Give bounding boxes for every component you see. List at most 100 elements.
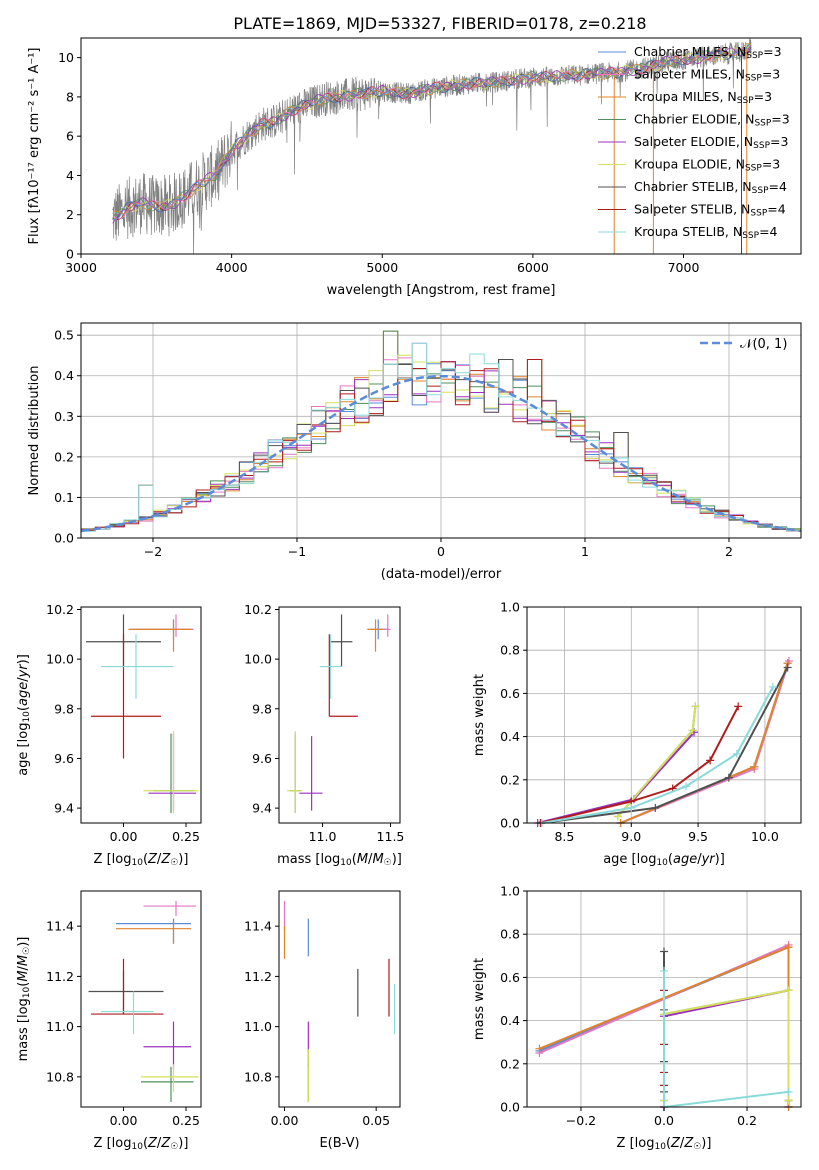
weight-marker: [732, 749, 741, 758]
legend-label: Chabrier MILES, NSSP=3: [634, 44, 782, 61]
y-axis-label: Normed distribution: [27, 366, 42, 496]
x-axis-label: (data-model)/error: [381, 567, 502, 582]
weight-marker: [660, 947, 668, 956]
x-tick-label: 0.00: [110, 829, 138, 844]
y-tick-label: 0.4: [500, 729, 520, 744]
weight-marker: [768, 682, 777, 691]
y-tick-label: 0: [66, 247, 74, 262]
y-tick-label: 10.8: [244, 1069, 272, 1084]
y-tick-label: 11.2: [244, 969, 272, 984]
x-tick-label: 0.0: [654, 1113, 674, 1128]
x-axis-label: Z [log10(Z/Z☉)]: [617, 1136, 712, 1152]
weight-marker: [784, 1087, 793, 1096]
weight-marker: [783, 663, 792, 672]
weight-marker: [724, 773, 733, 782]
y-tick-label: 0.0: [500, 816, 520, 831]
x-tick-label: 3000: [65, 260, 97, 275]
x-axis-label: Z [log10(Z/Z☉)]: [94, 852, 189, 868]
x-tick-label: −2: [144, 544, 162, 559]
weight-marker: [784, 1096, 793, 1105]
figure-title: PLATE=1869, MJD=53327, FIBERID=0178, z=0…: [233, 14, 646, 33]
y-tick-label: 4: [66, 168, 74, 183]
x-tick-label: 9.5: [688, 829, 708, 844]
x-tick-label: 0.25: [172, 1113, 200, 1128]
residuals-panel: −2 −1 0 1 2 0.0 0.1 0.2 0.3 0.4 0.5 (data-model)/er…: [27, 322, 802, 582]
errorbar-plot: [287, 614, 391, 814]
weight-line: [541, 667, 789, 824]
residuals-plot: [81, 330, 801, 533]
legend-label: Kroupa MILES, NSSP=3: [634, 89, 772, 106]
x-tick-label: 7000: [668, 260, 700, 275]
legend-label: 𝒩(0, 1): [740, 337, 787, 352]
y-tick-label: 10.2: [46, 602, 74, 617]
weight-line: [663, 989, 790, 1101]
legend-label: Chabrier ELODIE, NSSP=3: [634, 112, 790, 129]
weight-marker: [706, 756, 715, 765]
residual-histogram: [81, 342, 801, 532]
x-tick-label: 0.00: [271, 1113, 299, 1128]
y-axis-label: Flux [fλ10⁻¹⁷ erg cm⁻² s⁻¹ A⁻¹]: [27, 48, 42, 245]
y-axis-label: age [log10(age/yr)]: [16, 654, 32, 776]
x-tick-label: 10.0: [751, 829, 779, 844]
legend-label: Salpeter MILES, NSSP=3: [634, 67, 780, 84]
y-tick-label: 11.4: [46, 919, 74, 934]
legend-label: Kroupa STELIB, NSSP=4: [634, 224, 778, 241]
mass-vs-Z-panel: 0.00 0.25 10.8 11.0 11.2 11.4 Z [log10(Z/Z☉)] m…: [16, 890, 202, 1152]
x-tick-label: −0.2: [566, 1113, 596, 1128]
errorbar-plot: [88, 901, 199, 1102]
spectrum-model-line: [112, 48, 752, 220]
normal-curve: [81, 374, 801, 533]
weight-plot: [533, 657, 793, 827]
y-tick-label: 6: [66, 129, 74, 144]
weight-plot: [535, 941, 793, 1111]
x-tick-label: −1: [288, 544, 306, 559]
y-tick-label: 0.8: [500, 643, 520, 658]
y-tick-label: 10.2: [244, 602, 272, 617]
spectrum-model-line: [112, 42, 752, 214]
x-tick-label: 4000: [216, 260, 248, 275]
weight-marker: [784, 986, 793, 995]
mass-vs-ebv-panel: 0.00 0.05 10.8 11.0 11.2 11.4 E(B-V): [244, 890, 401, 1151]
age-vs-mass-panel: 11.0 11.5 9.4 9.6 9.8 10.0 10.2 mass [log10(M/M…: [244, 602, 404, 868]
weight-marker: [688, 726, 697, 735]
x-tick-label: 0.00: [110, 1113, 138, 1128]
spectrum-panel: 3000 4000 5000 6000 7000 0 2 4 6 8 10 wavelength [A…: [27, 37, 802, 298]
y-tick-label: 9.8: [54, 701, 74, 716]
y-tick-label: 0.4: [54, 368, 74, 383]
axes-frame: [278, 606, 401, 824]
legend-label: Kroupa ELODIE, NSSP=3: [634, 157, 780, 174]
weight-marker: [627, 803, 636, 812]
spectrum-model-line: [112, 42, 752, 220]
weight-line: [620, 660, 790, 824]
legend-label: Salpeter ELODIE, NSSP=3: [634, 134, 788, 151]
x-tick-label: 8.5: [554, 829, 574, 844]
y-tick-label: 10: [58, 50, 74, 65]
y-tick-label: 2: [66, 207, 74, 222]
weight-line: [663, 989, 790, 1101]
weight-marker: [660, 966, 668, 975]
x-axis-label: E(B-V): [319, 1136, 359, 1151]
y-tick-label: 10.8: [46, 1069, 74, 1084]
y-tick-label: 10.0: [46, 652, 74, 667]
weight-marker: [535, 1044, 544, 1053]
weight-marker: [691, 702, 700, 711]
y-tick-label: 0.5: [54, 328, 74, 343]
y-tick-label: 11.4: [244, 919, 272, 934]
x-tick-label: 0.25: [172, 829, 200, 844]
x-tick-label: 0.05: [362, 1113, 390, 1128]
axes-frame: [80, 37, 802, 255]
y-tick-label: 9.4: [54, 801, 74, 816]
errorbar-plot: [283, 901, 396, 1102]
y-tick-label: 9.6: [252, 751, 272, 766]
weight-line: [663, 989, 790, 1107]
y-tick-label: 0.3: [54, 409, 74, 424]
x-tick-label: 5000: [366, 260, 398, 275]
y-tick-label: 0.2: [500, 772, 520, 787]
axes-frame: [278, 890, 401, 1108]
weight-vs-Z-panel: −0.2 0.0 0.2 0.0 0.2 0.4 0.6 0.8 1.0 Z [log10(Z/Z…: [472, 884, 802, 1152]
x-tick-label: 6000: [517, 260, 549, 275]
y-tick-label: 9.6: [54, 751, 74, 766]
legend-label: Chabrier STELIB, NSSP=4: [634, 179, 787, 196]
weight-marker: [784, 943, 793, 952]
